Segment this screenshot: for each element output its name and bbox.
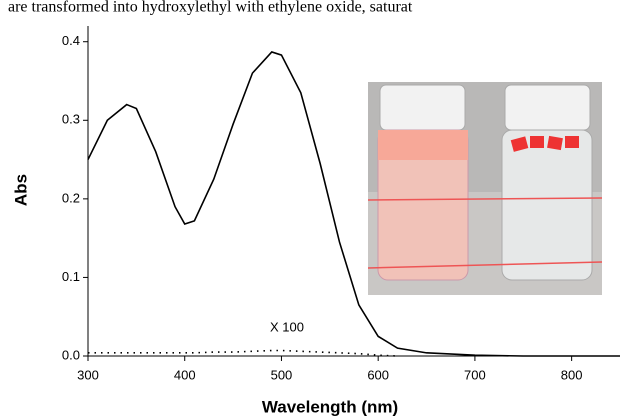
chart: are transformed into hydroxylethyl with … <box>0 0 620 420</box>
x-axis-title: Wavelength (nm) <box>262 397 398 416</box>
x-tick-label: 800 <box>561 367 583 382</box>
header-text: are transformed into hydroxylethyl with … <box>8 0 413 16</box>
x-tick-label: 500 <box>271 367 293 382</box>
annotation: X 100 <box>270 319 304 334</box>
y-tick-label: 0.4 <box>62 33 80 48</box>
y-tick-label: 0.1 <box>62 269 80 284</box>
y-tick-label: 0.3 <box>62 112 80 127</box>
x-tick-label: 400 <box>174 367 196 382</box>
x-tick-label: 300 <box>77 367 99 382</box>
y-tick-label: 0.2 <box>62 190 80 205</box>
line-series <box>88 351 398 357</box>
x-tick-label: 600 <box>367 367 389 382</box>
photo-inset <box>368 82 602 295</box>
x-tick-label: 700 <box>464 367 486 382</box>
y-axis-title: Abs <box>11 174 30 206</box>
y-tick-label: 0.0 <box>62 347 80 362</box>
